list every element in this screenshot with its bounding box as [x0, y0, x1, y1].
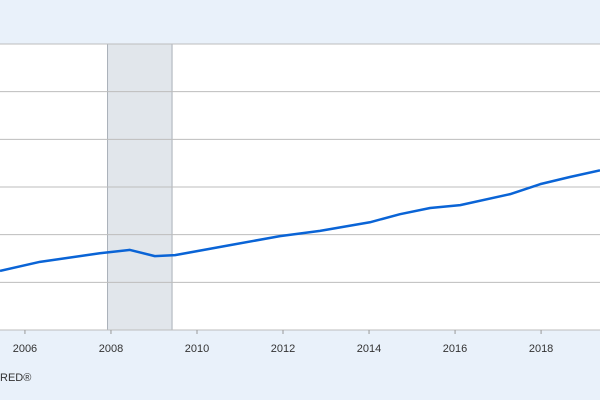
- x-tick-label: 2010: [185, 343, 209, 355]
- x-tick-label: 2018: [529, 343, 553, 355]
- x-tick-label: 2016: [443, 343, 467, 355]
- credit: RED®: [0, 372, 31, 384]
- x-tick-label: 2008: [99, 343, 123, 355]
- x-tick-label: 2006: [13, 343, 37, 355]
- x-tick-label: 2012: [271, 343, 295, 355]
- x-tick-label: 2014: [357, 343, 381, 355]
- data-line: [0, 169, 600, 273]
